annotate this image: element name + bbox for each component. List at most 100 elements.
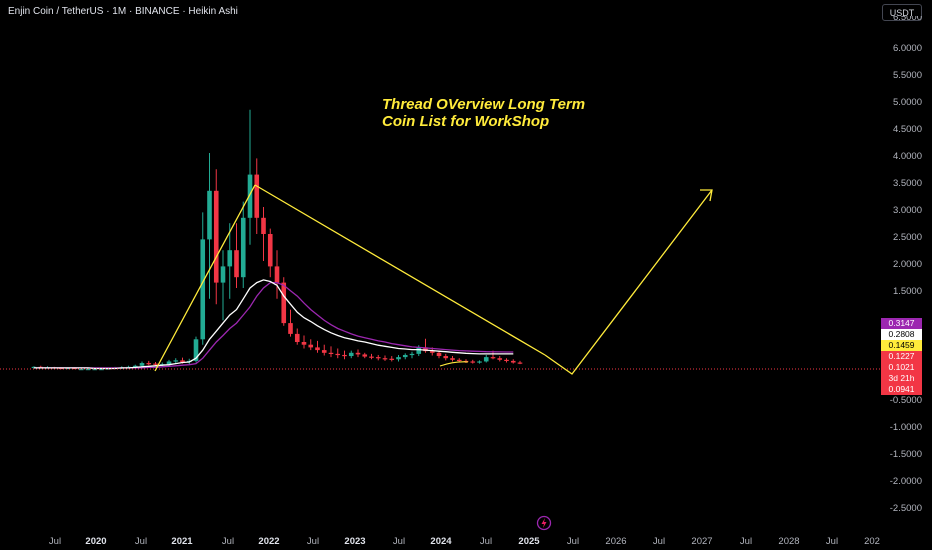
candle [234, 223, 239, 288]
price-badge: 0.0941 [881, 384, 922, 395]
price-tick-top-partial: 6.5000 [892, 16, 922, 23]
candle [362, 352, 368, 359]
time-tick: 2020 [85, 536, 107, 547]
tradingview-lightning-icon[interactable] [536, 515, 552, 531]
candle-body [288, 323, 293, 334]
candle [213, 169, 219, 305]
candle [369, 353, 374, 360]
candle-body [247, 174, 253, 218]
arrow-head-icon [700, 189, 713, 202]
ma-white-line [34, 279, 514, 370]
candle-body [180, 360, 185, 362]
candle-body [389, 358, 395, 360]
candle-body [173, 360, 179, 362]
candle [504, 358, 509, 363]
candle-body [267, 234, 273, 267]
candle-body [456, 359, 462, 362]
time-tick: Jul [48, 536, 62, 547]
candle-body [369, 356, 374, 358]
candle-body [92, 369, 98, 371]
candle-body [261, 217, 266, 234]
price-badge: 0.2808 [881, 329, 922, 340]
candle [321, 344, 327, 356]
candle-body [132, 365, 138, 367]
price-tick: 1.5000 [892, 286, 922, 297]
candle-body [436, 352, 442, 357]
candle-body [146, 363, 152, 365]
time-tick: 2021 [171, 536, 193, 547]
candle [355, 349, 361, 358]
candle [267, 228, 273, 278]
currency-button[interactable]: USDT [882, 4, 922, 21]
triangle-left-leg[interactable] [154, 184, 256, 372]
time-tick: 2024 [430, 536, 452, 547]
price-tick: 3.5000 [892, 178, 922, 189]
candle-body [497, 358, 503, 360]
triangle-top-leg[interactable] [254, 184, 546, 356]
candle [335, 348, 341, 359]
candles-layer [31, 109, 523, 371]
candle [348, 350, 354, 359]
candle-body [328, 352, 334, 354]
candle-body [483, 357, 489, 362]
candle-body [342, 354, 347, 357]
candle-body [477, 361, 482, 363]
candle-body [166, 361, 172, 365]
candle [497, 356, 503, 362]
candle-body [308, 344, 314, 348]
chart-annotation-text[interactable]: Thread OVerview Long Term Coin List for … [382, 96, 585, 130]
time-tick: 2026 [605, 536, 627, 547]
price-tick: -2.5000 [889, 503, 922, 514]
time-tick: 2022 [258, 536, 280, 547]
candle-body [429, 351, 435, 353]
time-tick: 2027 [691, 536, 713, 547]
candle-body [153, 363, 158, 365]
candle [517, 360, 523, 365]
candle [227, 223, 233, 299]
candle [308, 339, 314, 351]
candle [207, 153, 212, 299]
time-tick: Jul [306, 536, 320, 547]
candle-body [240, 217, 246, 278]
candle [470, 359, 476, 364]
price-tick: 5.0000 [892, 97, 922, 108]
annotation-line-1: Thread OVerview Long Term [382, 96, 586, 113]
candle [274, 250, 280, 299]
candle-body [220, 266, 226, 283]
candle-body [443, 356, 449, 359]
candle-body [99, 369, 104, 371]
arrow-line[interactable] [544, 189, 713, 375]
time-tick: Jul [221, 536, 235, 547]
candle [328, 346, 334, 358]
time-tick: 2025 [518, 536, 540, 547]
candle [315, 340, 320, 353]
candle [477, 360, 482, 364]
symbol-header[interactable]: Enjin Coin / TetherUS · 1M · BINANCE · H… [8, 6, 238, 17]
price-tick: 2.5000 [892, 232, 922, 243]
price-tick: -1.5000 [889, 449, 922, 460]
candle [146, 360, 152, 366]
candle-body [490, 357, 496, 359]
candle [389, 356, 395, 362]
candle-body [355, 352, 361, 355]
price-tick: 6.0000 [892, 43, 922, 54]
candle-body [470, 361, 476, 363]
price-tick: 5.5000 [892, 70, 922, 81]
candle [301, 335, 307, 349]
candle [254, 158, 260, 234]
triangle-drawing[interactable] [154, 184, 713, 375]
time-tick: Jul [566, 536, 580, 547]
candle-body [382, 358, 388, 360]
candle [247, 109, 253, 245]
time-tick: Jul [479, 536, 493, 547]
candle-body [348, 352, 354, 357]
candle-body [281, 282, 287, 324]
price-badge: 0.1227 [881, 351, 922, 362]
time-tick: Jul [134, 536, 148, 547]
candle-body [504, 359, 509, 362]
candle [173, 358, 179, 364]
candle-body [207, 190, 212, 240]
candle [402, 353, 408, 360]
